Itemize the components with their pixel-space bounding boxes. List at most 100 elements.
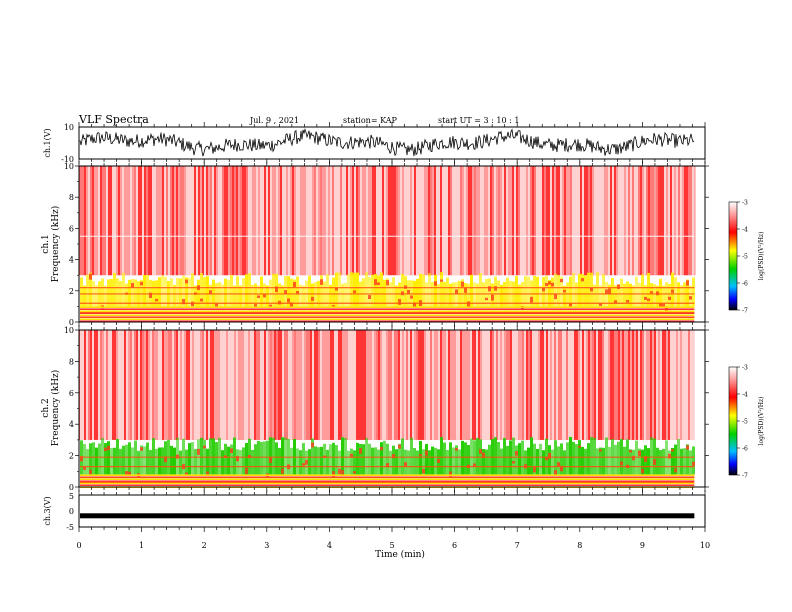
spectrogram-streak: [162, 330, 164, 440]
spectrogram-streak: [568, 166, 570, 276]
spectrogram-streak: [632, 330, 634, 440]
spectrogram-streak: [256, 166, 258, 276]
time-tick-label: 2: [202, 541, 207, 550]
spectrogram-streak: [578, 330, 580, 440]
spectrogram-mid-band: [158, 277, 161, 307]
spectrogram-streak: [610, 166, 612, 276]
spectrogram-mid-band: [347, 274, 350, 307]
spectrogram-streak: [134, 166, 136, 276]
spectrogram-streak: [526, 330, 528, 440]
spectrogram-streak: [588, 330, 590, 440]
spectrogram-mid-band: [380, 272, 383, 307]
spectrogram-streak: [420, 330, 422, 440]
spectrogram-streak: [338, 166, 340, 276]
spectrogram-streak: [692, 166, 694, 276]
spectrogram-mid-band: [542, 277, 545, 307]
spectrogram-streak: [350, 330, 352, 440]
spectrogram-mid-band: [434, 447, 437, 475]
spectrogram-mid-band: [218, 437, 221, 475]
spectrogram-streak: [336, 330, 338, 440]
spectrogram-mid-band: [581, 274, 584, 307]
spectrogram-streak: [254, 330, 256, 440]
spectrogram-mid-band: [116, 278, 119, 307]
spectrogram-streak: [618, 166, 620, 276]
spectrogram-streak: [180, 166, 182, 276]
spectrogram-streak: [440, 330, 442, 440]
spectrogram-streak: [262, 330, 264, 440]
spectrogram-mid-band: [398, 443, 401, 475]
spectrogram-mid-band: [428, 273, 431, 307]
spectrogram-mid-band: [290, 447, 293, 475]
spectrogram-speckle: [434, 281, 437, 286]
spectrogram-streak: [252, 330, 254, 440]
spectrogram-streak: [458, 166, 460, 276]
spectrogram-streak: [484, 166, 486, 276]
spectrogram-streak: [574, 166, 576, 276]
spectrogram-streak: [468, 330, 470, 440]
spectrogram-speckle: [206, 471, 209, 475]
spectrogram-streak: [450, 330, 452, 440]
spectrogram-speckle: [332, 305, 335, 308]
spectrogram-streak: [666, 330, 668, 440]
spectrogram-speckle: [464, 287, 467, 293]
spectrogram-mid-band: [500, 284, 503, 307]
spectrogram-streak: [400, 330, 402, 440]
spectrogram-streak: [250, 166, 252, 276]
spectrogram-streak: [134, 330, 136, 440]
spectrogram-streak: [252, 166, 254, 276]
spectrogram-streak: [678, 166, 680, 276]
spectrogram-speckle: [182, 298, 185, 305]
spectrogram-speckle: [236, 456, 239, 462]
spectrogram-streak: [580, 330, 582, 440]
spectrogram-streak: [478, 166, 480, 276]
spectrogram-mid-band: [518, 443, 521, 475]
spectrogram-streak: [256, 330, 258, 440]
spectrogram-speckle: [305, 459, 308, 465]
spectrogram-mid-band: [92, 442, 95, 475]
spectrogram-streak: [314, 166, 316, 276]
spectrogram-mid-band: [332, 442, 335, 475]
spectrogram-streak: [114, 330, 116, 440]
spectrogram-speckle: [275, 286, 278, 293]
spectrogram-mid-band: [314, 446, 317, 475]
ch1-spectrogram-image: [79, 166, 696, 322]
spectrogram-streak: [524, 166, 526, 276]
ch2-spec-ylabel-channel: ch.2: [41, 398, 51, 417]
spectrogram-streak: [232, 166, 234, 276]
spectrogram-mid-band: [560, 276, 563, 307]
spectrogram-streak: [512, 330, 514, 440]
spectrogram-streak: [460, 166, 462, 276]
spectrogram-mid-band: [557, 446, 560, 475]
frequency-tick-label: 2: [69, 452, 74, 461]
spectrogram-streak: [356, 166, 358, 276]
spectrogram-mid-band: [368, 443, 371, 475]
spectrogram-streak: [538, 330, 540, 440]
spectrogram-mid-band: [296, 448, 299, 475]
spectrogram-streak: [344, 330, 346, 440]
spectrogram-streak: [364, 166, 366, 276]
spectrogram-streak: [304, 166, 306, 276]
colorbar-tick-label: -6: [742, 446, 748, 453]
spectrogram-streak: [466, 330, 468, 440]
spectrogram-speckle: [692, 461, 695, 466]
spectrogram-streak: [636, 166, 638, 276]
time-tick-label: 10: [700, 541, 710, 550]
spectrogram-mid-band: [344, 283, 347, 307]
spectrogram-streak: [618, 330, 620, 440]
spectrogram-streak: [222, 166, 224, 276]
spectrogram-mid-band: [464, 282, 467, 307]
spectrogram-speckle: [554, 293, 557, 300]
spectrogram-streak: [96, 166, 98, 276]
spectrogram-speckle: [254, 304, 257, 308]
spectrogram-streak: [380, 330, 382, 440]
spectrogram-streak: [522, 330, 524, 440]
spectrogram-streak: [498, 166, 500, 276]
spectrogram-streak: [290, 166, 292, 276]
spectrogram-streak: [408, 330, 410, 440]
spectrogram-streak: [370, 166, 372, 276]
spectrogram-mid-band: [383, 279, 386, 307]
spectrogram-mid-band: [251, 284, 254, 307]
spectrogram-mid-band: [332, 277, 335, 307]
spectrogram-speckle: [413, 302, 416, 308]
spectrogram-streak: [444, 166, 446, 276]
